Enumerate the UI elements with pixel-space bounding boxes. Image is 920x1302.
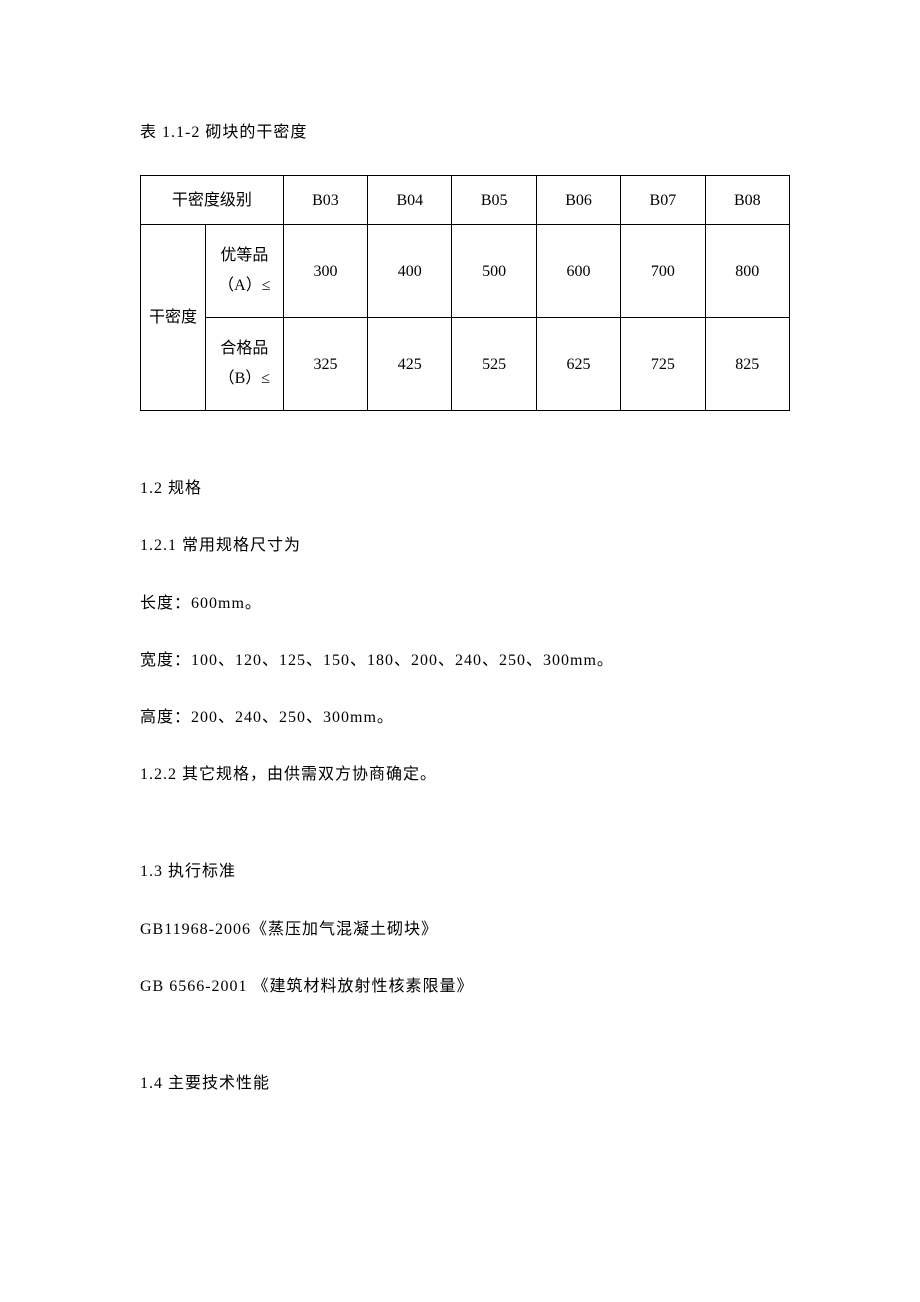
table-cell: 800	[705, 225, 789, 318]
table-cell: 625	[536, 318, 620, 411]
standard-2: GB 6566-2001 《建筑材料放射性核素限量》	[140, 969, 790, 1004]
table-cell: 600	[536, 225, 620, 318]
table-cell: 400	[368, 225, 452, 318]
row0-label: 优等品 （A）≤	[205, 225, 283, 318]
row1-label: 合格品 （B）≤	[205, 318, 283, 411]
table-cell: 325	[283, 318, 367, 411]
table-col-b04: B04	[368, 176, 452, 225]
table-cell: 300	[283, 225, 367, 318]
table-col-b06: B06	[536, 176, 620, 225]
section-1-3-title: 1.3 执行标准	[140, 854, 790, 889]
spec-length: 长度：600mm。	[140, 586, 790, 621]
density-table: 干密度级别 B03 B04 B05 B06 B07 B08 干密度 优等品 （A…	[140, 175, 790, 411]
table-cell: 500	[452, 225, 536, 318]
row0-label-line2: （A）≤	[218, 277, 270, 294]
section-1-2-1: 1.2.1 常用规格尺寸为	[140, 528, 790, 563]
table-cell: 425	[368, 318, 452, 411]
table-col-b05: B05	[452, 176, 536, 225]
table-cell: 725	[621, 318, 705, 411]
table-col-b07: B07	[621, 176, 705, 225]
row0-label-line1: 优等品	[220, 247, 268, 264]
section-1-4-title: 1.4 主要技术性能	[140, 1066, 790, 1101]
table-col-b03: B03	[283, 176, 367, 225]
row-group-label: 干密度	[141, 225, 206, 411]
section-1-2-title: 1.2 规格	[140, 471, 790, 506]
row1-label-line2: （B）≤	[219, 370, 270, 387]
table-col-b08: B08	[705, 176, 789, 225]
standard-1: GB11968-2006《蒸压加气混凝土砌块》	[140, 912, 790, 947]
table-cell: 825	[705, 318, 789, 411]
table-cell: 525	[452, 318, 536, 411]
section-1-2-2: 1.2.2 其它规格，由供需双方协商确定。	[140, 757, 790, 792]
table-title: 表 1.1-2 砌块的干密度	[140, 115, 790, 150]
table-header-label: 干密度级别	[141, 176, 284, 225]
spec-width: 宽度：100、120、125、150、180、200、240、250、300mm…	[140, 643, 790, 678]
spec-height: 高度：200、240、250、300mm。	[140, 700, 790, 735]
row1-label-line1: 合格品	[220, 340, 268, 357]
table-cell: 700	[621, 225, 705, 318]
